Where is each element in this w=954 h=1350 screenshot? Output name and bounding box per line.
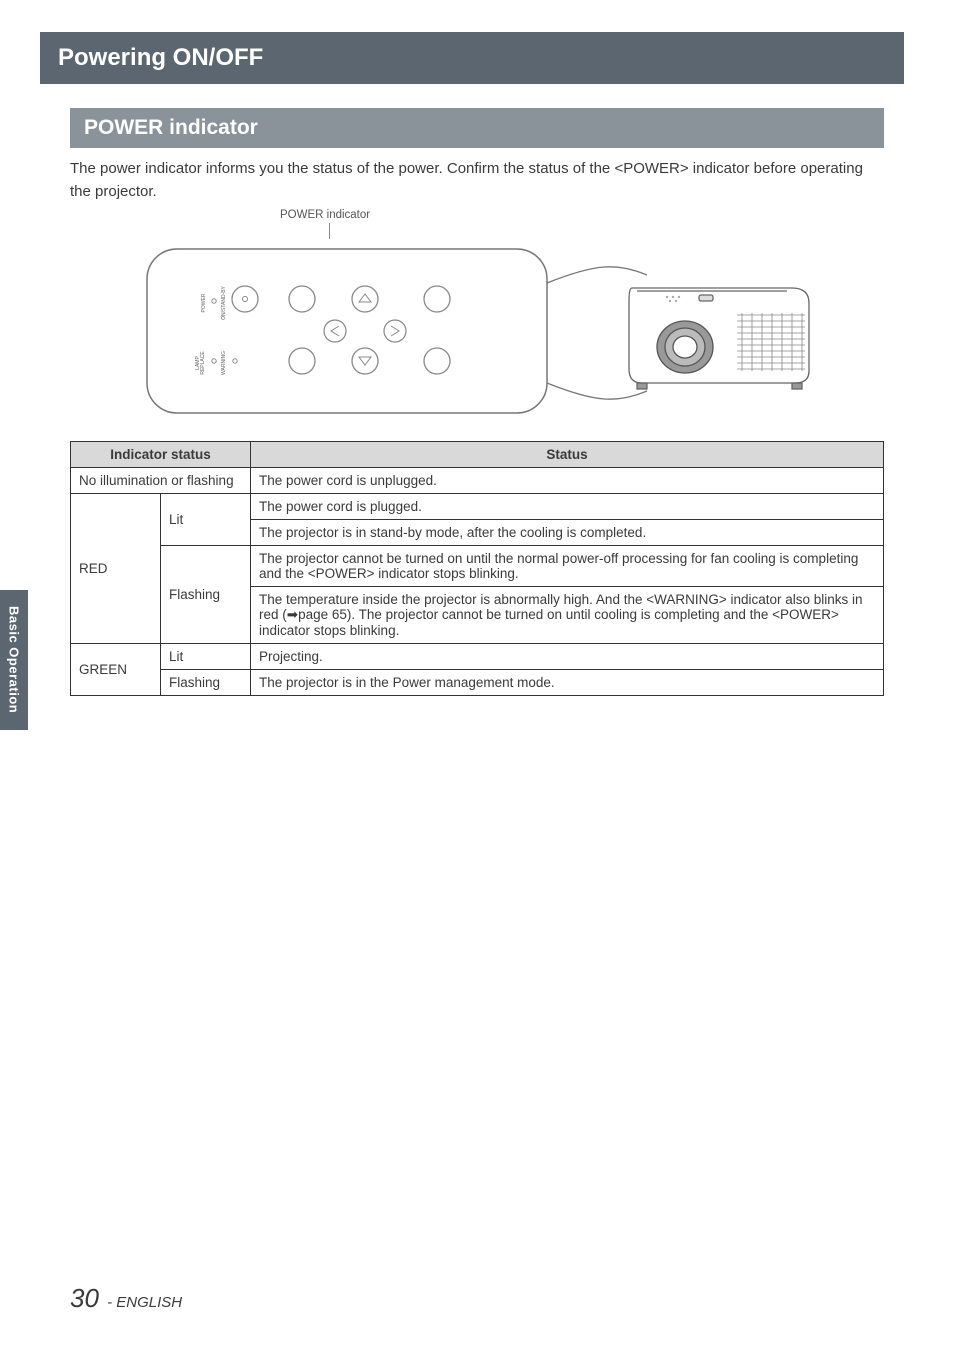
table-row: RED Lit The power cord is plugged. bbox=[71, 494, 884, 520]
cell-red-lit-2: The projector is in stand-by mode, after… bbox=[251, 520, 884, 546]
diagram-caption: POWER indicator bbox=[280, 209, 884, 221]
table-row: Flashing The projector cannot be turned … bbox=[71, 546, 884, 587]
table-row: GREEN Lit Projecting. bbox=[71, 644, 884, 670]
svg-text:POWER: POWER bbox=[201, 293, 207, 312]
cell-green-label: GREEN bbox=[71, 644, 161, 696]
th-status: Status bbox=[251, 442, 884, 468]
page-number: 30 bbox=[70, 1283, 99, 1313]
indicator-status-table: Indicator status Status No illumination … bbox=[70, 441, 884, 696]
caption-leader-line bbox=[329, 223, 330, 239]
section-title: Powering ON/OFF bbox=[58, 44, 263, 71]
cell-flashing-label-2: Flashing bbox=[161, 670, 251, 696]
cell-flashing-label: Flashing bbox=[161, 546, 251, 644]
cell-red-label: RED bbox=[71, 494, 161, 644]
side-tab-label: Basic Operation bbox=[7, 606, 22, 713]
table-row: Flashing The projector is in the Power m… bbox=[71, 670, 884, 696]
cell-red-flash-2: The temperature inside the projector is … bbox=[251, 587, 884, 644]
cell-lit-label: Lit bbox=[161, 494, 251, 546]
control-panel-diagram: POWER ON/STAND-BY LAMP REPLACE bbox=[137, 243, 817, 423]
cell-red-flash-1: The projector cannot be turned on until … bbox=[251, 546, 884, 587]
side-tab: Basic Operation bbox=[0, 590, 28, 730]
cell-no-illum-status: The power cord is unplugged. bbox=[251, 468, 884, 494]
cell-green-lit: Projecting. bbox=[251, 644, 884, 670]
cell-lit-label-2: Lit bbox=[161, 644, 251, 670]
section-title-banner: Powering ON/OFF bbox=[40, 32, 904, 84]
th-indicator-status: Indicator status bbox=[71, 442, 251, 468]
svg-text:WARNING: WARNING bbox=[221, 351, 227, 375]
svg-text:REPLACE: REPLACE bbox=[200, 351, 206, 375]
cell-no-illum-label: No illumination or flashing bbox=[71, 468, 251, 494]
page-footer: 30 - ENGLISH bbox=[70, 1283, 182, 1314]
page: Powering ON/OFF POWER indicator The powe… bbox=[0, 0, 954, 1350]
diagram-container: POWER ON/STAND-BY LAMP REPLACE bbox=[70, 243, 884, 423]
sub-title: POWER indicator bbox=[84, 116, 258, 139]
cell-green-flash: The projector is in the Power management… bbox=[251, 670, 884, 696]
page-lang: - ENGLISH bbox=[107, 1294, 182, 1311]
svg-text:ON/STAND-BY: ON/STAND-BY bbox=[221, 285, 227, 319]
sub-title-banner: POWER indicator bbox=[70, 108, 884, 148]
table-row: No illumination or flashing The power co… bbox=[71, 468, 884, 494]
intro-paragraph: The power indicator informs you the stat… bbox=[70, 158, 884, 203]
cell-red-lit-1: The power cord is plugged. bbox=[251, 494, 884, 520]
